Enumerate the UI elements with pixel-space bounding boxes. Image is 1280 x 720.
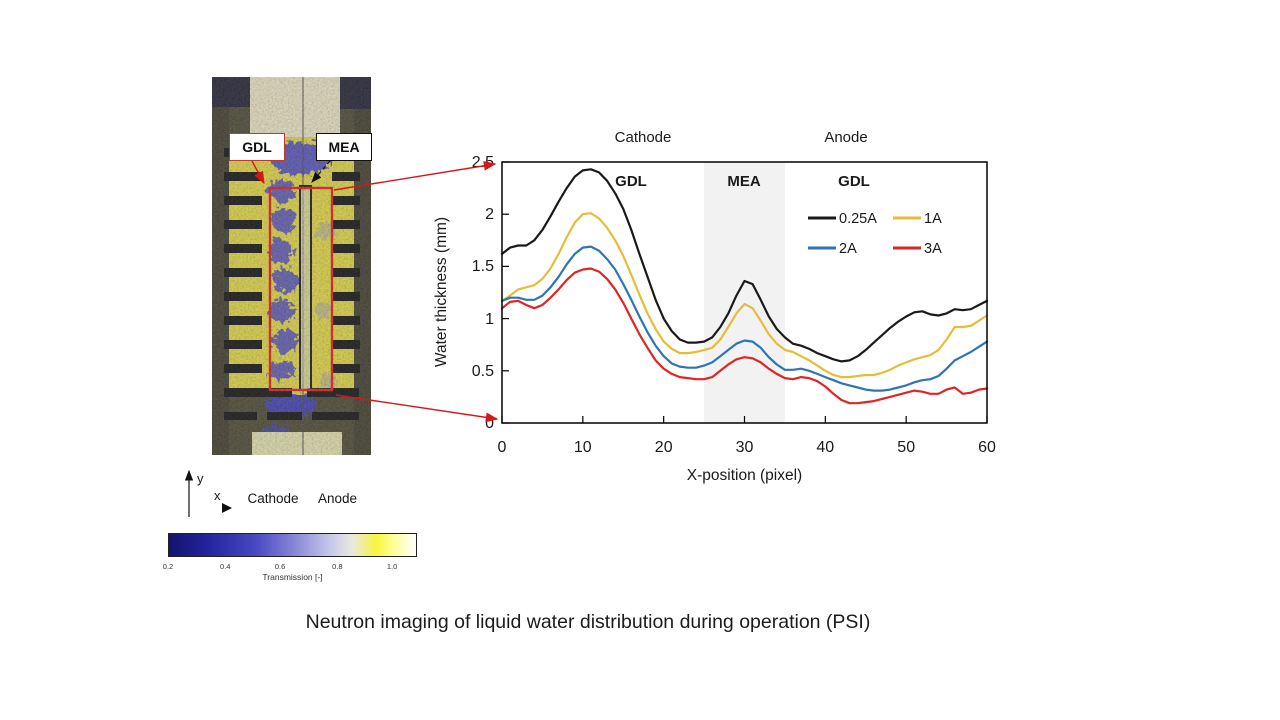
x-tick: 60 <box>978 439 996 456</box>
legend-label-2A: 2A <box>839 241 857 257</box>
colorbar-tick: 0.6 <box>274 562 286 571</box>
x-tick: 50 <box>897 439 915 456</box>
mea-label-box: MEA <box>316 133 372 161</box>
x-tick: 30 <box>736 439 754 456</box>
colorbar-tick: 0.2 <box>162 562 174 571</box>
chart-shaded-region-layer <box>704 162 785 423</box>
legend-label-0.25A: 0.25A <box>839 211 877 227</box>
x-axis-title: X-position (pixel) <box>687 467 802 484</box>
colorbar-tick: 0.4 <box>220 562 231 571</box>
y-tick: 1.5 <box>472 258 494 275</box>
water-thickness-chart: Cathode Anode GDL MEA GDL 0.25A 1A 2A 3A… <box>433 129 996 484</box>
colorbar-tick: 1.0 <box>386 562 398 571</box>
colorbar: 0.2 0.4 0.6 0.8 1.0 Transmission [-] <box>163 533 417 582</box>
chart-legend: 0.25A 1A 2A 3A <box>808 211 942 257</box>
colorbar-tick: 0.8 <box>332 562 343 571</box>
chart-mea-label: MEA <box>727 173 761 190</box>
image-cathode-label: Cathode <box>247 491 299 506</box>
colorbar-label: Transmission [-] <box>262 572 323 582</box>
mea-label: MEA <box>328 139 360 155</box>
chart-gdl-right-label: GDL <box>838 173 870 190</box>
y-axis-tick-labels: 2.5 2 1.5 1 0.5 0 <box>472 154 494 432</box>
y-tick: 2.5 <box>472 154 494 171</box>
axis-indicator: y x <box>184 469 232 517</box>
y-tick: 0.5 <box>472 363 494 380</box>
chart-gdl-left-label: GDL <box>615 173 647 190</box>
legend-label-3A: 3A <box>924 241 942 257</box>
gdl-label-box: GDL <box>229 133 285 161</box>
x-tick: 0 <box>498 439 507 456</box>
chart-cathode-label: Cathode <box>615 129 672 146</box>
x-axis-indicator-label: x <box>214 488 221 503</box>
colorbar-gradient <box>168 533 417 557</box>
chart-series-layer <box>500 161 989 424</box>
x-axis-arrow <box>222 503 232 513</box>
y-axis-title: Water thickness (mm) <box>433 217 450 367</box>
y-tick: 2 <box>485 206 494 223</box>
chart-anode-label: Anode <box>824 129 867 146</box>
slide-caption: Neutron imaging of liquid water distribu… <box>305 611 871 633</box>
x-tick: 10 <box>574 439 592 456</box>
gdl-label: GDL <box>242 139 272 155</box>
y-tick: 0 <box>485 415 494 432</box>
image-anode-label: Anode <box>317 491 358 506</box>
x-axis-tick-labels: 0 10 20 30 40 50 60 <box>498 439 996 456</box>
x-tick: 20 <box>655 439 673 456</box>
y-axis-indicator-label: y <box>197 471 204 486</box>
legend-label-1A: 1A <box>924 211 942 227</box>
y-tick: 1 <box>485 311 494 328</box>
x-tick: 40 <box>816 439 834 456</box>
